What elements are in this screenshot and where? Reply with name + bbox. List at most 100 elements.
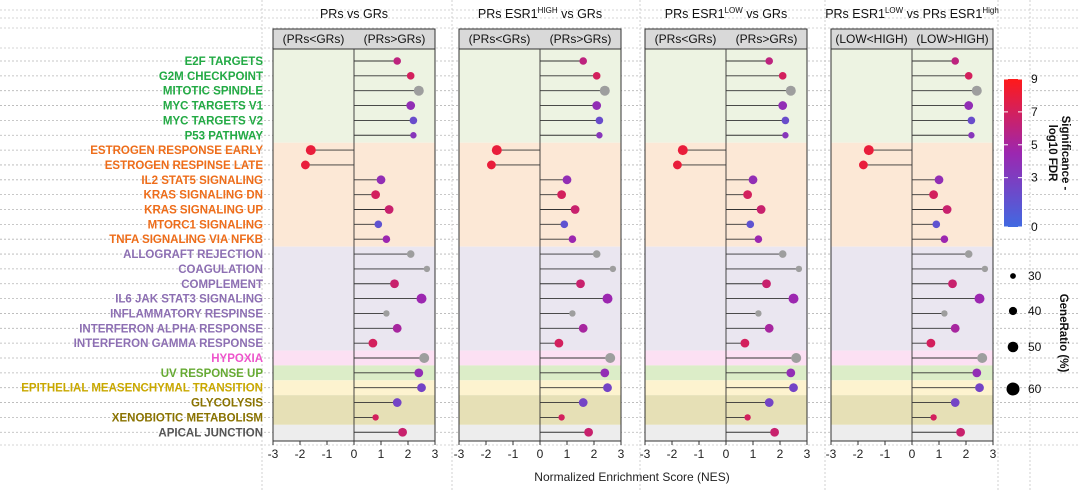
term-label: MYC TARGETS V1 — [163, 101, 264, 113]
term-label: IL2 STAT5 SIGNALING — [141, 175, 263, 187]
lollipop-point — [596, 132, 603, 139]
lollipop-point — [398, 427, 407, 437]
lollipop-point — [930, 414, 937, 421]
lollipop-point — [940, 235, 949, 243]
lollipop-point — [383, 310, 390, 317]
x-tick-label: 2 — [777, 447, 784, 461]
lollipop-point — [301, 160, 310, 170]
lollipop-point — [746, 220, 755, 229]
lollipop-point — [384, 205, 394, 214]
x-tick-label: -1 — [880, 447, 891, 461]
term-label: EPITHELIAL MEASENCHYMAL TRANSITION — [21, 383, 263, 395]
lollipop-point — [414, 368, 424, 378]
lollipop-point — [756, 205, 766, 214]
panel-left-label: (PRs<GRs) — [469, 32, 531, 46]
lollipop-point — [603, 383, 612, 393]
x-tick-label: -3 — [640, 447, 651, 461]
lollipop-point — [602, 293, 613, 304]
term-label: MYC TARGETS V2 — [163, 115, 263, 127]
panel-left-label: (LOW<HIGH) — [835, 32, 907, 46]
term-label: INTERFERON ALPHA RESPONSE — [79, 323, 263, 335]
lollipop-point — [971, 85, 982, 96]
lollipop-point — [782, 132, 789, 139]
panel-right-label: (PRs>GRs) — [550, 32, 612, 46]
panel-left-label: (PRs<GRs) — [655, 32, 717, 46]
panel-right-label: (PRs>GRs) — [364, 32, 426, 46]
lollipop-point — [376, 175, 386, 185]
lollipop-point — [576, 279, 585, 289]
lollipop-point — [791, 353, 802, 363]
lollipop-point — [368, 338, 378, 348]
lollipop-point — [740, 338, 750, 348]
lollipop-point — [934, 175, 944, 185]
x-tick-label: 1 — [936, 447, 943, 461]
x-tick-label: 0 — [537, 447, 544, 461]
panel-right-label: (PRs>GRs) — [736, 32, 798, 46]
lollipop-point — [570, 205, 580, 214]
lollipop-point — [600, 368, 610, 378]
lollipop-point — [968, 132, 975, 139]
size-legend-dot — [1006, 382, 1020, 396]
lollipop-point — [579, 57, 587, 65]
lollipop-point — [967, 116, 976, 125]
x-tick-label: -1 — [694, 447, 705, 461]
x-tick-label: -3 — [826, 447, 837, 461]
x-tick-label: -3 — [268, 447, 279, 461]
panel-title: PRs ESR1LOW vs PRs ESR1High — [825, 6, 999, 21]
lollipop-point — [417, 383, 426, 393]
term-label: E2F TARGETS — [185, 56, 264, 68]
term-label: KRAS SIGNALING DN — [144, 190, 263, 202]
size-legend-label: 40 — [1028, 304, 1042, 318]
lollipop-point — [491, 145, 502, 156]
colorbar-tick-label: 0 — [1031, 220, 1038, 234]
lollipop-point — [781, 116, 790, 125]
lollipop-point — [754, 235, 763, 243]
lollipop-point — [406, 101, 416, 110]
lollipop-point — [964, 72, 973, 80]
x-tick-label: -2 — [667, 447, 678, 461]
lollipop-point — [950, 323, 960, 333]
lollipop-point — [788, 293, 799, 304]
lollipop-point — [677, 145, 688, 156]
lollipop-point — [560, 220, 569, 229]
significance-legend-title: Significance - — [1059, 116, 1071, 191]
term-label: ESTROGEN RESPINSE LATE — [105, 160, 264, 172]
lollipop-point — [592, 101, 602, 110]
term-label: COAGULATION — [178, 264, 263, 276]
lollipop-point — [974, 293, 985, 304]
lollipop-point — [599, 85, 610, 96]
significance-legend-title: log10 FDR — [1046, 125, 1058, 183]
lollipop-point — [374, 220, 383, 229]
x-tick-label: 0 — [351, 447, 358, 461]
lollipop-point — [406, 72, 415, 80]
lollipop-point — [956, 427, 965, 437]
lollipop-point — [558, 414, 565, 421]
term-label: APICAL JUNCTION — [158, 427, 263, 439]
lollipop-point — [578, 323, 588, 333]
lollipop-point — [416, 293, 427, 304]
lollipop-point — [942, 205, 952, 214]
lollipop-point — [390, 279, 399, 289]
generatio-legend-title: GeneRatio (%) — [1057, 294, 1069, 373]
x-tick-label: 1 — [564, 447, 571, 461]
lollipop-point — [972, 368, 982, 378]
lollipop-point — [785, 85, 796, 96]
lollipop-point — [755, 310, 762, 317]
size-legend-label: 60 — [1028, 382, 1042, 396]
x-tick-label: 2 — [963, 447, 970, 461]
lollipop-point — [863, 145, 874, 156]
lollipop-point — [778, 101, 788, 110]
term-label: MITOTIC SPINDLE — [163, 86, 263, 98]
lollipop-point — [406, 250, 415, 258]
panel-title: PRs ESR1LOW vs GRs — [665, 6, 787, 21]
lollipop-point — [964, 250, 973, 258]
lollipop-point — [578, 398, 588, 407]
term-label: UV RESPONSE UP — [161, 368, 264, 380]
x-tick-label: 0 — [909, 447, 916, 461]
lollipop-point — [487, 160, 496, 170]
panel-2: PRs ESR1HIGH vs GRs (PRs<GRs) (PRs>GRs) -3 -… — [454, 6, 625, 461]
colorbar-tick-label: 3 — [1031, 171, 1038, 185]
x-tick-label: 1 — [750, 447, 757, 461]
panel-left-label: (PRs<GRs) — [283, 32, 345, 46]
